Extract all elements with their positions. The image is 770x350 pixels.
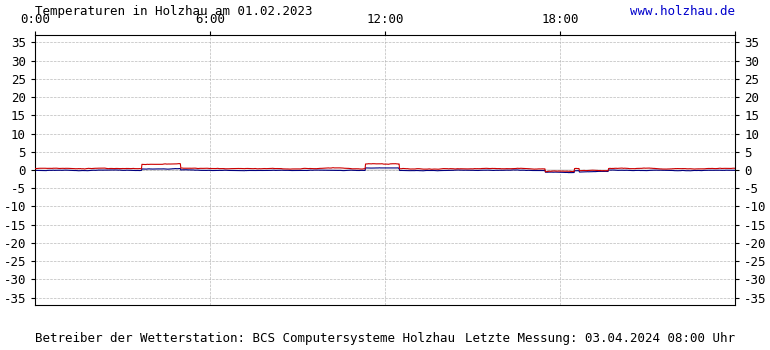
Text: www.holzhau.de: www.holzhau.de bbox=[630, 5, 735, 18]
Text: Temperaturen in Holzhau am 01.02.2023: Temperaturen in Holzhau am 01.02.2023 bbox=[35, 5, 313, 18]
Text: Letzte Messung: 03.04.2024 08:00 Uhr: Letzte Messung: 03.04.2024 08:00 Uhr bbox=[465, 332, 735, 345]
Text: Betreiber der Wetterstation: BCS Computersysteme Holzhau: Betreiber der Wetterstation: BCS Compute… bbox=[35, 332, 455, 345]
